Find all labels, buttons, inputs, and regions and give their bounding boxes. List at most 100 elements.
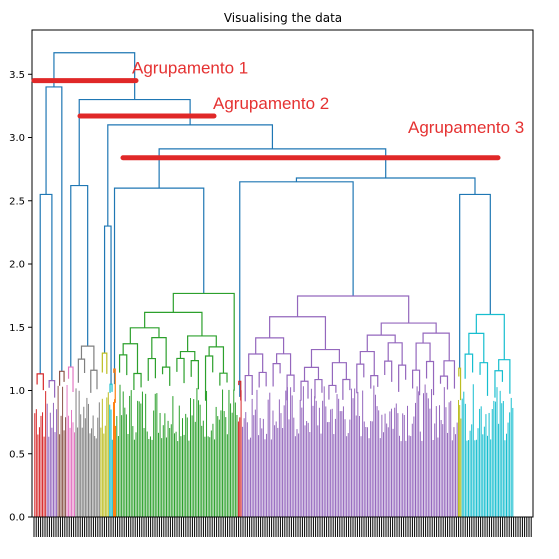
cluster-link: [90, 369, 98, 393]
annotation-label: Agrupamento 2: [213, 94, 329, 113]
y-tick-label: 2.0: [9, 260, 25, 271]
cluster-link: [101, 352, 108, 374]
y-tick-label: 1.5: [9, 323, 25, 334]
cluster-6: [109, 383, 113, 517]
merge-link: [78, 98, 191, 186]
chart-title: Visualising the data: [224, 11, 342, 25]
cluster-2: [57, 370, 67, 517]
cluster-link: [129, 327, 160, 344]
cluster-link: [147, 357, 156, 381]
cluster-8: [116, 292, 238, 517]
merge-link: [158, 148, 387, 189]
cluster-link: [172, 292, 235, 391]
cluster-4: [75, 345, 100, 517]
cluster-link: [122, 343, 139, 374]
cluster-link: [190, 359, 199, 390]
merge-link: [295, 177, 476, 195]
y-tick-label: 0.0: [9, 513, 25, 524]
cluster-link: [176, 357, 185, 384]
cluster-11: [458, 367, 462, 517]
cluster-link: [204, 355, 214, 401]
cluster-link: [380, 322, 437, 336]
cluster-link: [342, 378, 351, 400]
cluster-link: [67, 366, 74, 393]
cluster-link: [255, 337, 285, 355]
cluster-link: [468, 332, 485, 363]
cluster-link: [58, 370, 65, 386]
x-axis-ticks: [33, 517, 532, 537]
cluster-link: [109, 383, 113, 393]
y-tick-label: 3.5: [9, 70, 25, 81]
cluster-link: [187, 335, 217, 352]
cluster-link: [479, 362, 489, 396]
merge-link: [39, 193, 53, 381]
cluster-link: [387, 342, 403, 366]
cluster-link: [118, 354, 128, 376]
y-tick-label: 0.5: [9, 449, 25, 460]
cluster-10: [242, 295, 458, 517]
cluster-link: [144, 311, 203, 336]
merge-link: [53, 52, 136, 100]
cluster-link: [398, 364, 407, 392]
cluster-12: [461, 313, 514, 517]
merge-link: [113, 187, 205, 385]
cluster-link: [300, 380, 309, 401]
cluster-link: [356, 363, 365, 394]
y-tick-label: 2.5: [9, 196, 25, 207]
cluster-link: [366, 334, 396, 352]
cluster-link: [36, 373, 44, 391]
cluster-link: [179, 350, 196, 361]
cluster-link: [244, 374, 253, 402]
cluster-9: [237, 380, 242, 517]
cluster-link: [269, 316, 327, 350]
cluster-link: [412, 369, 421, 396]
cluster-link: [310, 348, 340, 368]
cluster-5: [100, 352, 109, 517]
cluster-1: [46, 380, 58, 517]
cluster-link: [443, 360, 456, 389]
dendrogram-leaves: [34, 292, 514, 517]
cluster-link: [258, 371, 267, 388]
cluster-link: [238, 380, 242, 401]
cluster-link: [370, 375, 379, 389]
merge-link: [239, 181, 354, 397]
cluster-link: [384, 360, 393, 382]
cluster-link: [219, 372, 228, 386]
cluster-link: [425, 360, 435, 396]
y-tick-label: 1.0: [9, 386, 25, 397]
cluster-link: [328, 384, 337, 400]
cluster-link: [331, 362, 347, 386]
cluster-link: [458, 367, 462, 401]
cluster-link: [464, 353, 474, 379]
cluster-link: [48, 380, 56, 398]
cluster-0: [34, 373, 47, 517]
cluster-link: [80, 345, 95, 371]
cluster-link: [208, 346, 225, 374]
cluster-link: [286, 374, 295, 401]
cluster-link: [272, 362, 281, 387]
cluster-link: [498, 359, 511, 394]
cluster-link: [77, 358, 86, 383]
cluster-link: [314, 378, 323, 399]
cluster-link: [276, 353, 292, 376]
cluster-link: [415, 342, 431, 371]
cluster-link: [494, 370, 504, 398]
annotations: Agrupamento 1 Agrupamento 2 Agrupamento 3: [31, 59, 524, 161]
cluster-link: [151, 337, 167, 368]
cluster-3: [66, 366, 76, 517]
cluster-link: [113, 368, 116, 403]
y-tick-label: 3.0: [9, 133, 25, 144]
merge-link: [107, 124, 274, 227]
cluster-7: [113, 368, 117, 517]
merge-link: [103, 225, 112, 385]
merge-link: [459, 193, 491, 369]
cluster-link: [161, 366, 171, 386]
merge-link: [45, 86, 63, 372]
merge-link: [70, 184, 89, 368]
annotation-label: Agrupamento 1: [132, 59, 248, 78]
cluster-link: [359, 350, 375, 376]
annotation-label: Agrupamento 3: [408, 118, 524, 137]
cluster-link: [133, 372, 142, 391]
